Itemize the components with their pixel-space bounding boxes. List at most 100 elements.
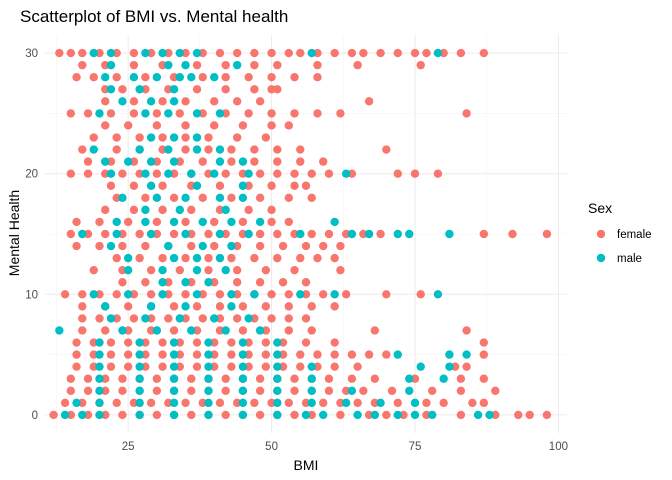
- data-point: [181, 97, 190, 106]
- data-point: [146, 398, 156, 408]
- data-point: [152, 169, 162, 178]
- data-point: [273, 169, 282, 178]
- data-point: [336, 241, 345, 251]
- data-point: [118, 193, 127, 203]
- data-point: [479, 338, 489, 347]
- data-point: [491, 386, 500, 395]
- data-point: [204, 229, 213, 239]
- data-point: [129, 48, 139, 58]
- data-point: [255, 217, 265, 227]
- legend-label: male: [617, 253, 642, 265]
- data-point: [290, 410, 299, 420]
- data-point: [210, 121, 219, 130]
- data-point: [290, 169, 299, 178]
- data-point: [439, 374, 448, 383]
- data-point: [462, 350, 471, 359]
- data-point: [135, 374, 144, 383]
- data-point: [422, 398, 431, 408]
- data-point: [405, 386, 414, 395]
- data-point: [238, 181, 248, 190]
- data-point: [106, 181, 116, 190]
- data-point: [78, 410, 87, 420]
- data-point: [313, 253, 322, 263]
- data-point: [313, 60, 322, 70]
- data-point: [78, 302, 87, 311]
- data-point: [307, 302, 316, 311]
- data-point: [169, 302, 179, 311]
- data-point: [479, 350, 489, 359]
- data-point: [164, 60, 173, 70]
- data-point: [135, 350, 144, 359]
- data-point: [118, 241, 127, 251]
- data-point: [393, 350, 402, 359]
- data-point: [445, 229, 454, 239]
- data-point: [445, 362, 454, 371]
- data-point: [60, 398, 70, 408]
- data-point: [227, 350, 236, 359]
- data-point: [301, 338, 311, 347]
- data-point: [95, 109, 104, 118]
- data-point: [330, 362, 339, 371]
- data-point: [192, 290, 202, 299]
- legend-item-male: male: [596, 253, 642, 265]
- data-point: [198, 157, 207, 166]
- legend-label: female: [617, 229, 652, 241]
- data-point: [296, 253, 305, 263]
- data-point: [267, 181, 276, 190]
- data-point: [250, 85, 259, 94]
- data-point: [192, 265, 202, 275]
- data-point: [284, 121, 293, 130]
- data-point: [382, 410, 391, 420]
- data-point: [181, 278, 190, 287]
- data-point: [112, 253, 121, 263]
- data-point: [118, 85, 127, 94]
- data-point: [123, 362, 133, 371]
- data-point: [416, 60, 425, 70]
- data-point: [210, 217, 219, 227]
- y-tick-label: 30: [25, 48, 38, 60]
- data-point: [479, 374, 489, 383]
- data-point: [514, 410, 523, 420]
- data-point: [238, 338, 248, 347]
- data-point: [72, 350, 81, 359]
- data-point: [169, 350, 179, 359]
- data-point: [479, 398, 489, 408]
- data-point: [238, 217, 248, 227]
- legend-title: Sex: [588, 200, 612, 216]
- data-point: [273, 374, 282, 383]
- data-point: [135, 145, 144, 154]
- data-point: [129, 314, 139, 323]
- data-point: [152, 193, 162, 203]
- data-point: [141, 48, 150, 58]
- data-point: [169, 193, 179, 203]
- y-tick-label: 0: [32, 410, 38, 422]
- data-point: [319, 410, 328, 420]
- data-point: [169, 229, 179, 239]
- data-point: [95, 338, 104, 347]
- data-point: [359, 386, 368, 395]
- data-point: [307, 229, 316, 239]
- data-point: [158, 290, 167, 299]
- data-point: [301, 314, 311, 323]
- data-point: [135, 410, 144, 420]
- data-point: [296, 48, 305, 58]
- data-point: [347, 229, 357, 239]
- data-point: [479, 229, 489, 239]
- data-point: [152, 121, 162, 130]
- data-point: [232, 97, 242, 106]
- data-point: [273, 338, 282, 347]
- data-point: [445, 350, 454, 359]
- data-point: [273, 410, 282, 420]
- data-point: [83, 386, 93, 395]
- data-point: [393, 229, 402, 239]
- data-point: [227, 217, 236, 227]
- data-point: [290, 181, 299, 190]
- data-point: [250, 290, 259, 299]
- data-point: [267, 290, 276, 299]
- data-point: [238, 326, 248, 335]
- data-point: [146, 181, 156, 190]
- data-point: [341, 290, 351, 299]
- data-point: [204, 145, 213, 154]
- data-point: [181, 290, 190, 299]
